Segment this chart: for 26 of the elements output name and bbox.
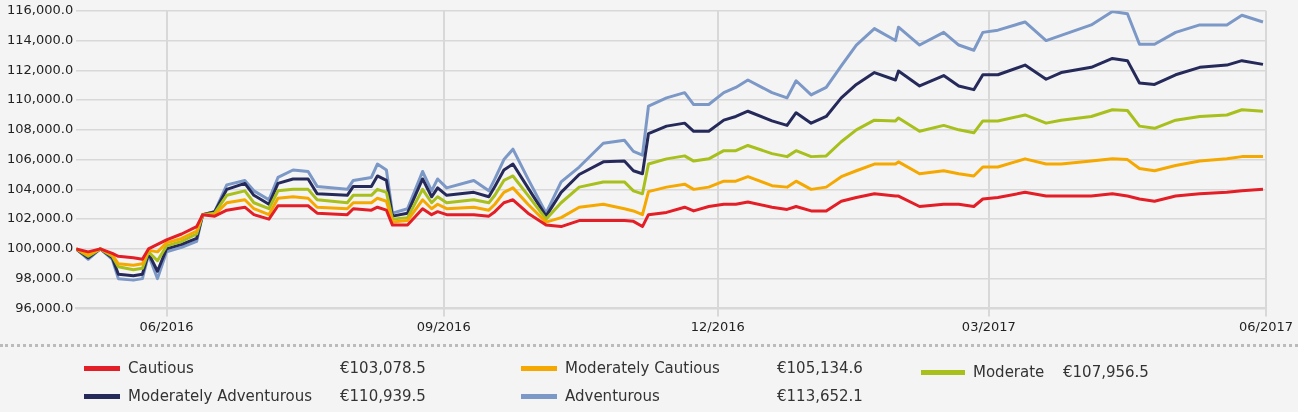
text: €103,078.5 — [340, 359, 426, 377]
y-tick-label: 102,000.0 — [6, 210, 74, 226]
y-tick-label: 106,000.0 — [6, 150, 74, 166]
x-tick-label: 12/2016 — [690, 318, 745, 334]
x-tick-label: 09/2016 — [416, 318, 471, 334]
legend-label: Cautious — [128, 359, 195, 377]
legend-label: Adventurous — [565, 387, 661, 405]
x-tick-label: 03/2017 — [961, 318, 1016, 334]
y-tick-label: 104,000.0 — [6, 180, 74, 196]
x-tick-label: 06/2016 — [139, 318, 194, 334]
legend-label: Moderately Adventurous — [128, 387, 313, 405]
legend-label: Moderately Cautious — [565, 359, 721, 377]
y-tick-label: 116,000.0 — [6, 2, 74, 18]
y-tick-label: 108,000.0 — [6, 121, 74, 137]
y-tick-label: 112,000.0 — [6, 61, 74, 77]
text: €113,652.1 — [777, 387, 863, 405]
y-tick-label: 100,000.0 — [6, 240, 74, 256]
y-tick-label: 96,000.0 — [15, 299, 74, 315]
legend-label: Moderate — [973, 363, 1046, 381]
text: €107,956.5 — [1063, 363, 1149, 381]
text: €105,134.6 — [777, 359, 863, 377]
x-tick-label: 06/2017 — [1238, 318, 1294, 334]
y-tick-label: 110,000.0 — [6, 91, 74, 107]
y-tick-label: 98,000.0 — [15, 270, 74, 286]
text: €110,939.5 — [340, 387, 426, 405]
y-tick-label: 114,000.0 — [6, 31, 74, 47]
